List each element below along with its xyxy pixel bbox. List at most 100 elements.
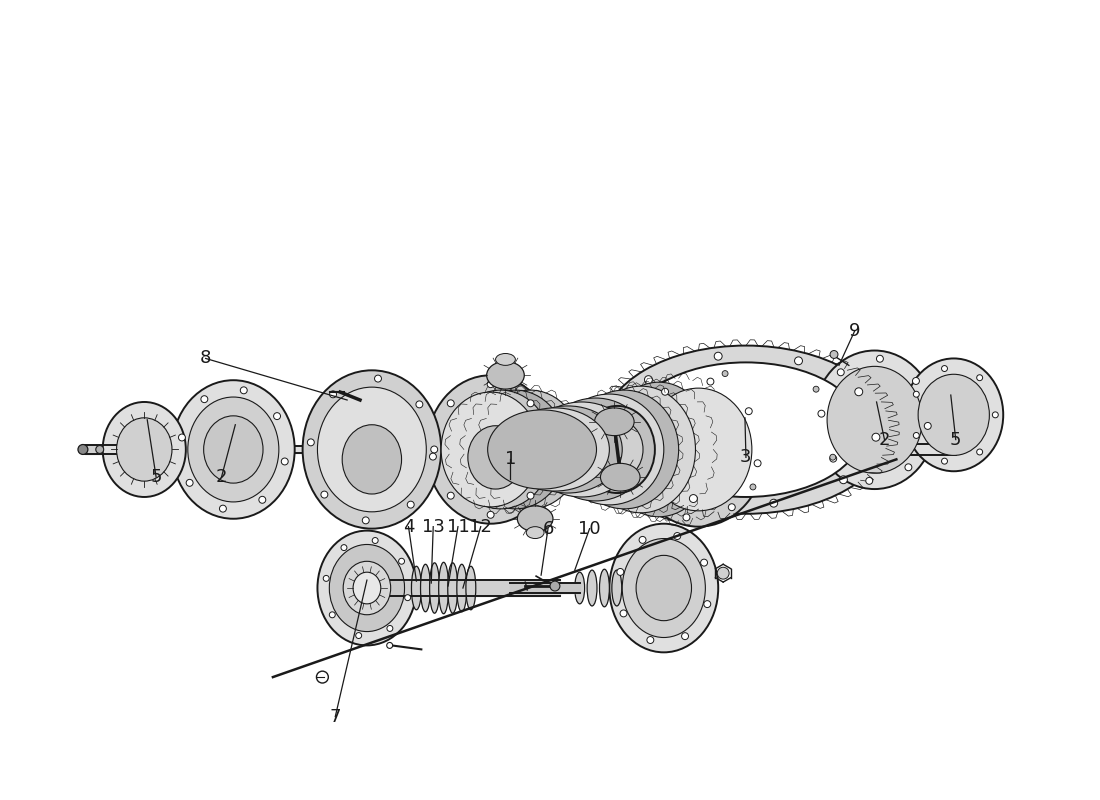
Ellipse shape xyxy=(624,572,634,604)
Ellipse shape xyxy=(580,406,654,493)
Circle shape xyxy=(240,387,248,394)
Circle shape xyxy=(661,388,669,395)
Ellipse shape xyxy=(343,562,390,614)
Ellipse shape xyxy=(486,362,525,389)
Circle shape xyxy=(636,432,642,439)
Circle shape xyxy=(387,626,393,631)
Circle shape xyxy=(362,517,370,524)
Circle shape xyxy=(977,449,982,455)
Text: 8: 8 xyxy=(200,350,211,367)
Circle shape xyxy=(707,378,714,385)
Text: 2: 2 xyxy=(879,430,890,449)
Circle shape xyxy=(387,642,393,648)
Ellipse shape xyxy=(342,425,402,494)
Circle shape xyxy=(448,400,454,406)
Circle shape xyxy=(829,455,837,462)
Ellipse shape xyxy=(570,390,679,509)
Ellipse shape xyxy=(496,354,516,366)
Circle shape xyxy=(913,433,920,438)
Circle shape xyxy=(913,378,920,385)
Circle shape xyxy=(872,434,880,441)
Ellipse shape xyxy=(427,375,554,524)
Ellipse shape xyxy=(204,416,263,483)
Circle shape xyxy=(307,439,315,446)
Text: 10: 10 xyxy=(579,520,601,538)
Text: 3: 3 xyxy=(740,448,751,466)
Circle shape xyxy=(704,601,711,607)
Circle shape xyxy=(323,575,329,582)
Circle shape xyxy=(839,476,847,484)
Circle shape xyxy=(701,559,707,566)
Circle shape xyxy=(913,391,920,398)
Circle shape xyxy=(866,478,872,484)
Circle shape xyxy=(770,499,778,507)
Circle shape xyxy=(813,386,820,392)
Circle shape xyxy=(728,504,735,510)
Text: 13: 13 xyxy=(421,518,444,536)
Ellipse shape xyxy=(594,408,634,436)
Circle shape xyxy=(487,511,494,518)
Circle shape xyxy=(992,412,999,418)
Circle shape xyxy=(282,458,288,465)
Circle shape xyxy=(355,633,362,638)
Ellipse shape xyxy=(612,570,621,606)
Ellipse shape xyxy=(456,564,466,612)
Circle shape xyxy=(942,366,947,371)
Circle shape xyxy=(663,461,670,467)
Ellipse shape xyxy=(302,370,441,529)
Circle shape xyxy=(321,491,328,498)
Ellipse shape xyxy=(466,566,476,610)
Circle shape xyxy=(487,381,494,388)
Ellipse shape xyxy=(430,563,440,614)
Circle shape xyxy=(794,357,803,365)
Circle shape xyxy=(682,633,689,640)
Circle shape xyxy=(258,496,266,503)
Circle shape xyxy=(674,533,681,539)
Ellipse shape xyxy=(624,378,733,521)
Circle shape xyxy=(722,370,728,377)
Ellipse shape xyxy=(554,394,663,505)
Circle shape xyxy=(448,492,454,499)
Circle shape xyxy=(717,567,729,579)
Ellipse shape xyxy=(117,418,172,481)
Circle shape xyxy=(416,401,422,408)
Circle shape xyxy=(924,422,932,430)
Ellipse shape xyxy=(623,538,705,638)
Text: 7: 7 xyxy=(330,708,341,726)
Ellipse shape xyxy=(500,408,609,491)
Ellipse shape xyxy=(904,358,1003,471)
Ellipse shape xyxy=(541,398,650,501)
Ellipse shape xyxy=(827,366,922,474)
Ellipse shape xyxy=(636,555,692,621)
Circle shape xyxy=(407,501,415,508)
Circle shape xyxy=(837,369,844,376)
Circle shape xyxy=(405,594,410,601)
Circle shape xyxy=(527,492,534,499)
Text: 9: 9 xyxy=(849,322,860,340)
Ellipse shape xyxy=(813,350,936,489)
Circle shape xyxy=(330,391,337,398)
Ellipse shape xyxy=(586,386,695,513)
Circle shape xyxy=(543,446,550,453)
Circle shape xyxy=(683,514,690,521)
Ellipse shape xyxy=(587,570,597,606)
Ellipse shape xyxy=(631,372,766,526)
Circle shape xyxy=(690,494,697,502)
Ellipse shape xyxy=(514,406,623,493)
Ellipse shape xyxy=(601,463,640,491)
Text: 4: 4 xyxy=(403,518,415,536)
Ellipse shape xyxy=(353,572,381,604)
Circle shape xyxy=(905,464,912,470)
Circle shape xyxy=(201,396,208,402)
Circle shape xyxy=(617,569,624,575)
Circle shape xyxy=(645,376,652,383)
Circle shape xyxy=(317,671,328,683)
Circle shape xyxy=(178,434,186,441)
Ellipse shape xyxy=(439,562,449,614)
Ellipse shape xyxy=(464,390,566,509)
Circle shape xyxy=(714,352,722,360)
Circle shape xyxy=(829,454,836,460)
Ellipse shape xyxy=(574,572,584,604)
Ellipse shape xyxy=(629,362,862,497)
Circle shape xyxy=(629,464,637,471)
